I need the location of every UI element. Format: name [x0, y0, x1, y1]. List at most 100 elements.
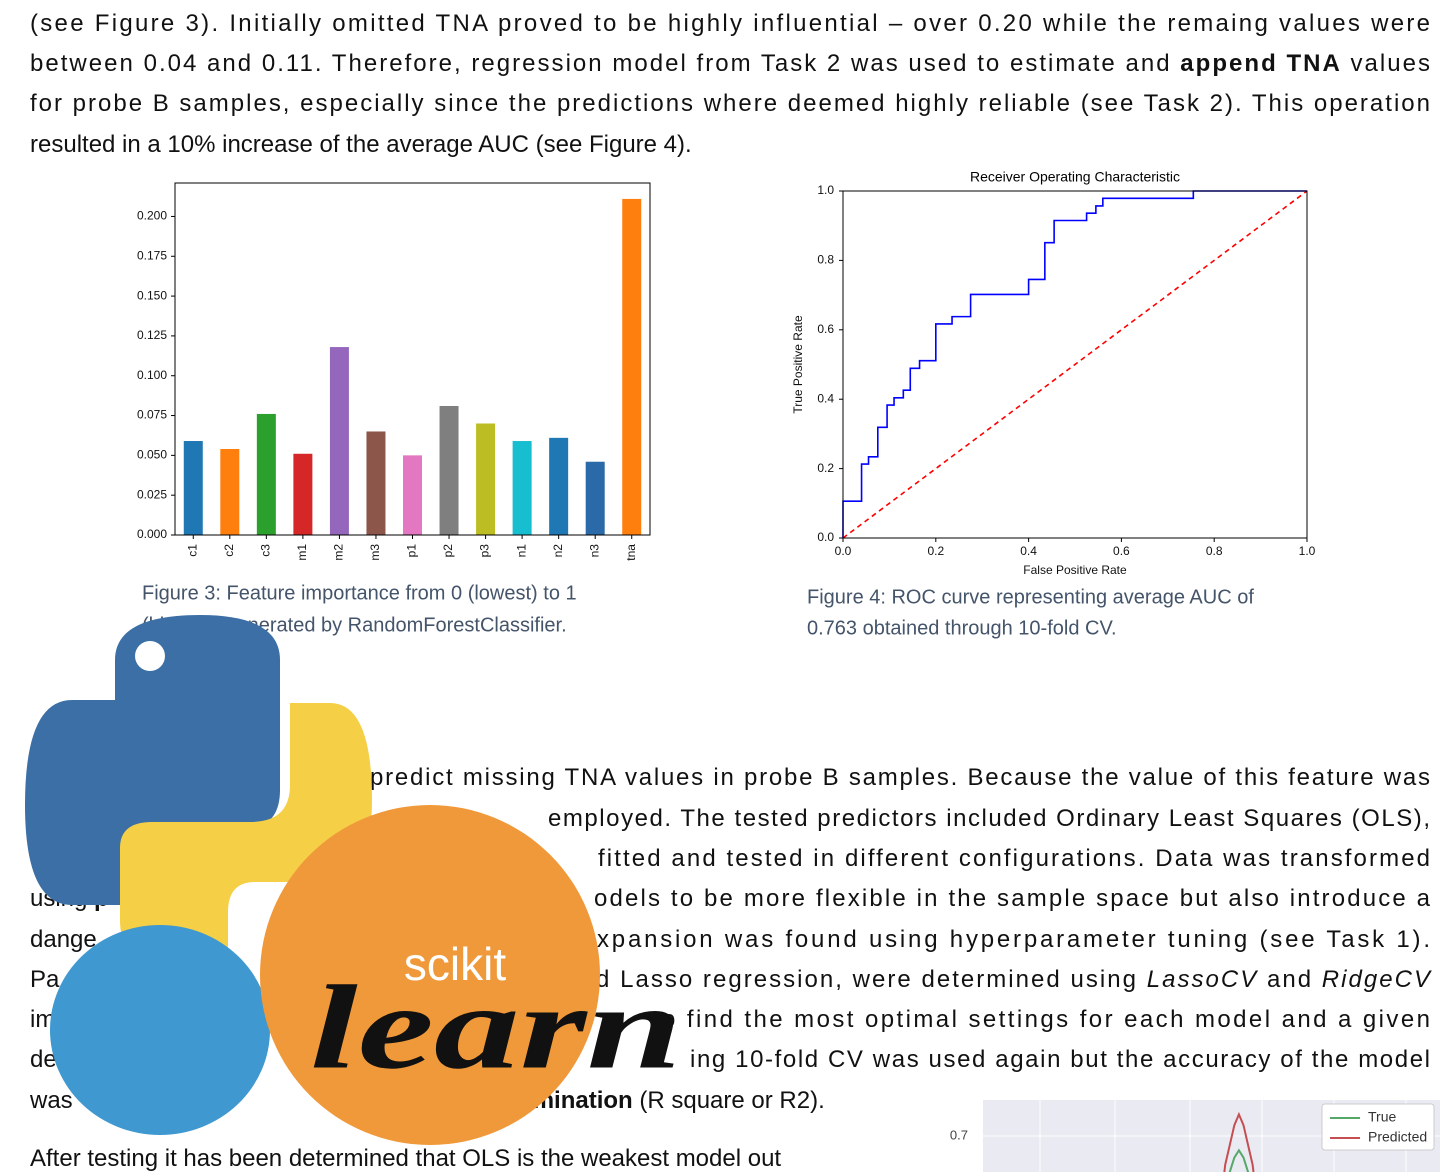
x-tick-label: 0.6 — [1113, 544, 1130, 558]
bar — [366, 431, 386, 535]
y-tick-label: 0.150 — [137, 288, 167, 302]
paragraph-fragment: o find the most optimal settings for eac… — [662, 1006, 1430, 1033]
series-line — [1223, 1111, 1255, 1172]
paragraph-fragment: employed. The tested predictors included… — [548, 805, 1430, 832]
python-eye — [236, 901, 264, 929]
y-tick-label: 0.2 — [817, 461, 834, 475]
plot-frame — [174, 182, 651, 536]
text-run: Pa — [30, 966, 60, 993]
paragraph-line: (see Figure 3). Initially omitted TNA pr… — [30, 10, 1430, 37]
text-run: dange — [30, 926, 97, 953]
y-tick-label: 0.100 — [137, 368, 167, 382]
figure-caption: Figure 3: Feature importance from 0 (low… — [142, 582, 577, 604]
text-run: between 0.04 and 0.11. Therefore, regres… — [30, 50, 1178, 77]
x-tick-label: 0.2 — [927, 544, 944, 558]
logo-top-text: scikit — [404, 938, 506, 990]
text-run: ing 10-fold CV was used again but the ac… — [690, 1046, 1430, 1073]
bar — [585, 461, 605, 535]
x-tick-label: tna — [624, 544, 638, 561]
paragraph-fragment: predict missing TNA values in probe B sa… — [370, 764, 1430, 791]
paragraph-fragment: After testing it has been determined tha… — [30, 1145, 781, 1172]
bar — [329, 347, 349, 535]
paragraph-fragment: ing 10-fold CV was used again but the ac… — [690, 1046, 1430, 1073]
series-line — [842, 190, 1308, 539]
x-tick-label: 0.8 — [1206, 544, 1223, 558]
bar — [220, 448, 240, 535]
bar — [256, 413, 276, 535]
x-tick-label: n1 — [514, 544, 528, 558]
text-run: resulted in a 10% increase of the averag… — [30, 131, 692, 158]
y-tick-label: 0.7 — [950, 1127, 968, 1142]
x-tick-label: n3 — [587, 544, 601, 558]
paragraph-line: between 0.04 and 0.11. Therefore, regres… — [30, 50, 1430, 77]
paragraph-fragment: dange — [30, 926, 97, 953]
text-run: o find the most optimal settings for eac… — [662, 1006, 1430, 1033]
text-run: was — [29, 1087, 73, 1114]
bar — [476, 423, 496, 535]
paragraph-line: for probe B samples, especially since th… — [30, 90, 1430, 117]
y-tick-label: 0.200 — [137, 209, 167, 223]
text-run: predict missing TNA values in probe B sa… — [370, 764, 1430, 791]
bar — [622, 198, 642, 535]
series-line — [1228, 1148, 1250, 1172]
x-tick-label: p2 — [441, 544, 455, 558]
blue-circle — [50, 925, 270, 1135]
figure-caption: Figure 4: ROC curve representing average… — [807, 586, 1254, 608]
paragraph-fragment: Pa — [30, 966, 60, 993]
x-tick-label: n2 — [551, 544, 565, 558]
chart-title: Receiver Operating Characteristic — [970, 169, 1180, 185]
x-tick-label: p1 — [405, 544, 419, 558]
text-run: odels to be more flexible in the sample … — [594, 885, 1431, 912]
text-run: (see Figure 3). Initially omitted TNA pr… — [30, 10, 1430, 37]
bar — [439, 405, 459, 535]
y-tick-label: 1.0 — [817, 183, 834, 197]
legend-label: True — [1368, 1109, 1396, 1125]
paragraph-fragment: xpansion was found using hyperparameter … — [597, 926, 1430, 953]
paragraph-fragment: odels to be more flexible in the sample … — [594, 885, 1431, 912]
python-blue-snake — [25, 615, 280, 905]
x-tick-label: m3 — [368, 544, 382, 561]
bar — [183, 441, 203, 535]
text-run: (R square or R2). — [633, 1087, 825, 1114]
x-tick-label: c2 — [222, 544, 236, 557]
plot-frame — [842, 190, 1308, 539]
y-tick-label: 0.6 — [817, 322, 834, 336]
content: (see Figure 3). Initially omitted TNA pr… — [29, 10, 1440, 1172]
x-tick-label: 1.0 — [1299, 544, 1316, 558]
y-tick-label: 0.000 — [137, 527, 167, 541]
x-tick-label: 0.0 — [835, 544, 852, 558]
text-run: After testing it has been determined tha… — [30, 1145, 781, 1172]
text-run: for probe B samples, especially since th… — [30, 90, 1430, 117]
y-tick-label: 0.050 — [137, 448, 167, 462]
paragraph-line: resulted in a 10% increase of the averag… — [30, 131, 692, 158]
paragraph-fragment: fitted and tested in different configura… — [598, 845, 1430, 872]
y-tick-label: 0.025 — [137, 487, 167, 501]
text-run: RidgeCV — [1322, 966, 1432, 993]
series-line — [842, 190, 1307, 538]
y-tick-label: 0.075 — [137, 408, 167, 422]
bar — [512, 441, 532, 535]
logo-bottom-text: learn — [310, 961, 682, 1094]
bar — [403, 455, 422, 535]
x-axis-label: False Positive Rate — [1023, 563, 1127, 577]
x-tick-label: 0.4 — [1020, 544, 1037, 558]
y-tick-label: 0.125 — [137, 328, 167, 342]
text-run: LassoCV — [1147, 966, 1259, 993]
text-run: and — [1258, 966, 1319, 993]
logo: scikit learn — [25, 615, 682, 1145]
x-tick-label: m2 — [332, 544, 346, 561]
x-tick-label: c3 — [259, 544, 273, 557]
paragraph-fragment: was — [29, 1087, 73, 1114]
legend-label: Predicted — [1368, 1129, 1427, 1145]
text-run: fitted and tested in different configura… — [598, 845, 1430, 872]
y-tick-label: 0.175 — [137, 248, 167, 262]
text-run: employed. The tested predictors included… — [548, 805, 1430, 832]
python-eye — [135, 641, 165, 671]
orange-circle — [260, 805, 600, 1145]
figure-caption: 0.763 obtained through 10-fold CV. — [807, 617, 1117, 639]
y-axis-label: True Positive Rate — [791, 315, 805, 414]
x-tick-label: p3 — [478, 544, 492, 558]
y-tick-label: 0.4 — [817, 391, 834, 405]
